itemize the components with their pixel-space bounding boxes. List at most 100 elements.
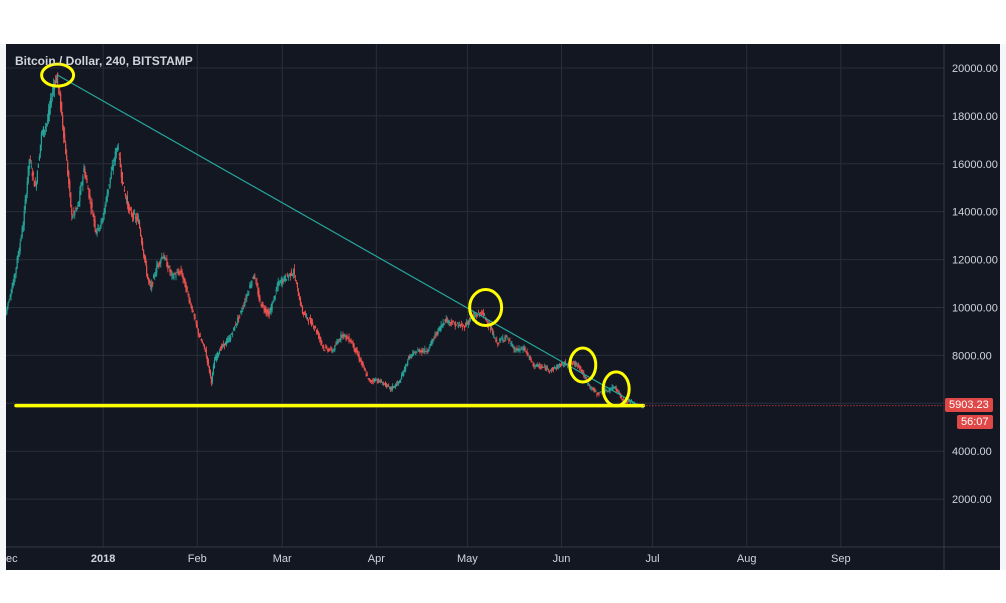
candle-body <box>67 162 69 176</box>
candle-body <box>361 361 363 366</box>
candle-body <box>582 372 584 374</box>
candle-body <box>272 302 274 304</box>
candle-body <box>224 341 227 346</box>
candle-body <box>70 192 72 207</box>
candle-body <box>139 228 142 236</box>
candle-body <box>101 220 103 221</box>
candle-body <box>153 274 155 279</box>
candle-body <box>57 72 59 84</box>
candle-body <box>46 120 49 122</box>
candle-body <box>389 386 392 390</box>
candle-body <box>173 276 175 279</box>
candle-body <box>162 257 164 259</box>
candle-body <box>188 296 190 302</box>
candle-body <box>214 356 217 361</box>
candle-body <box>164 256 166 259</box>
candle-body <box>147 273 149 279</box>
candle-body <box>158 263 160 265</box>
candle-body <box>116 148 118 151</box>
candle-body <box>128 207 131 210</box>
candle-body <box>500 339 502 341</box>
candle-body <box>443 323 445 325</box>
candle-body <box>148 277 150 282</box>
price-axis[interactable]: 2000.004000.006000.008000.0010000.001200… <box>952 63 998 506</box>
candle-body <box>491 329 493 330</box>
candle-body <box>473 315 476 318</box>
symbol-title[interactable]: Bitcoin / Dollar, 240, BITSTAMP <box>15 54 193 68</box>
candle-body <box>16 257 18 269</box>
candle-body <box>69 181 71 192</box>
candle-body <box>614 386 616 388</box>
candle-body <box>281 278 283 284</box>
candle-body <box>522 349 524 351</box>
candle-body <box>273 296 275 300</box>
candle-body <box>230 335 232 341</box>
candle-body <box>204 349 206 352</box>
annotations <box>14 62 944 409</box>
candle-body <box>458 324 460 326</box>
candle-body <box>26 181 28 194</box>
candle-body <box>620 395 622 399</box>
candle-body <box>329 350 331 352</box>
candle-body <box>376 380 378 382</box>
price-tick-label: 2000.00 <box>952 494 992 506</box>
candle-body <box>145 257 147 264</box>
candle-body <box>529 356 531 359</box>
candle-body <box>463 326 465 328</box>
candle-body <box>573 361 575 363</box>
candle-body <box>455 324 457 326</box>
chart-panel[interactable]: 2000.004000.006000.008000.0010000.001200… <box>6 44 1000 570</box>
candle-body <box>15 267 17 274</box>
candle-body <box>328 348 330 352</box>
candle-body <box>72 215 74 219</box>
candle-body <box>184 279 186 288</box>
candle-body <box>347 338 349 339</box>
candle-body <box>229 337 231 342</box>
candle-body <box>232 333 234 335</box>
candle-body <box>449 322 451 324</box>
candle-body <box>379 381 381 382</box>
time-tick-label: May <box>457 553 478 565</box>
candle-body <box>497 343 499 345</box>
candle-body <box>129 208 132 210</box>
candle-body <box>193 313 195 317</box>
price-tick-label: 14000.00 <box>952 207 998 219</box>
candle-body <box>454 321 456 327</box>
time-axis[interactable]: ec 2018 Feb Mar Apr May Jun Jul Aug Sep <box>6 553 851 565</box>
candle-body <box>309 318 312 323</box>
candle-body <box>343 334 345 337</box>
candle-body <box>43 129 46 134</box>
candle-body <box>595 390 597 392</box>
candle-body <box>123 189 125 192</box>
candle-body <box>9 296 11 298</box>
candle-body <box>191 305 193 313</box>
candle-body <box>222 343 225 346</box>
highlight-circle <box>601 370 631 408</box>
candle-body <box>332 350 334 352</box>
candle-body <box>6 306 8 311</box>
candle-body <box>257 287 259 295</box>
candle-body <box>606 391 608 393</box>
candle-body <box>276 286 278 290</box>
candle-body <box>588 384 590 386</box>
candle-body <box>200 338 202 341</box>
candle-body <box>102 217 104 222</box>
candle-body <box>44 126 47 129</box>
candle-body <box>64 133 66 143</box>
candle-body <box>296 282 299 288</box>
candle-body <box>468 321 471 323</box>
candle-body <box>175 275 177 277</box>
candle-body <box>331 348 333 352</box>
candle-body <box>38 156 40 161</box>
time-tick-label: Feb <box>188 553 207 565</box>
candle-body <box>422 350 424 352</box>
candle-body <box>142 241 144 250</box>
candle-body <box>553 366 556 369</box>
candle-body <box>394 384 397 387</box>
candle-body <box>61 102 63 115</box>
chart-canvas[interactable]: 2000.004000.006000.008000.0010000.001200… <box>6 44 1000 570</box>
candle-body <box>446 317 448 322</box>
candle-body <box>74 211 76 215</box>
candle-body <box>83 167 85 173</box>
candle-body <box>151 282 153 289</box>
